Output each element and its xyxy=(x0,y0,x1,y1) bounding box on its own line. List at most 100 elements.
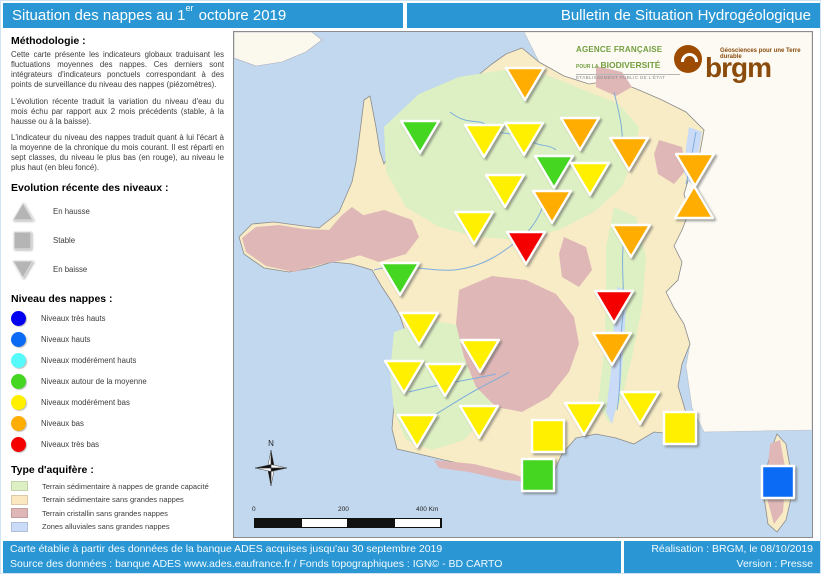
level-color-dot xyxy=(11,374,26,390)
afb-logo-line2: POUR LA BIODIVERSITÉ xyxy=(576,59,661,70)
map-marker-baisse xyxy=(459,338,501,374)
map-marker-stable xyxy=(662,410,698,446)
aquifer-color-swatch xyxy=(11,521,28,532)
england-landmass xyxy=(234,32,323,67)
map-marker-baisse xyxy=(591,331,633,367)
brgm-logo: Géosciences pour une Terre durable brgm xyxy=(672,42,814,96)
map-marker-baisse xyxy=(674,152,716,188)
methodology-paragraph: L'évolution récente traduit la variation… xyxy=(11,96,224,126)
map-marker-baisse xyxy=(484,173,526,209)
methodology-paragraphs: Cette carte présente les indicateurs glo… xyxy=(11,50,224,173)
map-marker-baisse xyxy=(503,121,545,157)
map-marker-baisse xyxy=(610,223,652,259)
brgm-tagline: Géosciences pour une Terre durable xyxy=(720,48,801,60)
map-marker-baisse xyxy=(569,161,611,197)
france-map: N xyxy=(234,32,812,537)
triangle-down-icon xyxy=(11,258,37,281)
scalebar-label-0: 0 xyxy=(252,506,256,513)
evolution-legend-item: En baisse xyxy=(11,255,224,284)
map-marker-baisse xyxy=(398,311,440,347)
map-marker-baisse xyxy=(559,116,601,152)
aquifer-legend-item: Terrain cristallin sans grandes nappes xyxy=(11,506,224,520)
afb-logo: AGENCE FRANÇAISE POUR LA BIODIVERSITÉ ÉTA… xyxy=(576,45,680,81)
map-marker-baisse xyxy=(463,123,505,159)
legend-sidebar: Méthodologie : Cette carte présente les … xyxy=(1,31,233,539)
map-marker-stable xyxy=(530,418,566,454)
aquifer-legend: Terrain sédimentaire à nappes de grande … xyxy=(11,479,224,533)
methodology-paragraph: L'indicateur du niveau des nappes tradui… xyxy=(11,132,224,173)
compass-label: N xyxy=(268,439,274,448)
map-marker-baisse xyxy=(399,119,441,155)
level-legend-item: Niveaux hauts xyxy=(11,329,224,350)
level-legend-item: Niveaux modérément bas xyxy=(11,392,224,413)
aquifer-color-swatch xyxy=(11,481,28,492)
levels-legend: Niveaux très hauts Niveaux hauts Niveaux m… xyxy=(11,308,224,455)
triangle-up-icon xyxy=(11,200,37,223)
aquifer-pink-patches xyxy=(242,66,786,524)
aquifer-legend-item: Terrain sédimentaire sans grandes nappes xyxy=(11,493,224,507)
map-marker-baisse xyxy=(453,210,495,246)
aquifer-color-swatch xyxy=(11,508,28,519)
level-legend-item: Niveaux très bas xyxy=(11,434,224,455)
map-marker-baisse xyxy=(383,359,425,395)
levels-heading: Niveau des nappes : xyxy=(11,293,113,306)
page-title: Situation des nappes au 1er octobre 2019 xyxy=(3,3,403,28)
afb-logo-line1: AGENCE FRANÇAISE xyxy=(576,45,663,54)
map-marker-hausse xyxy=(673,184,715,220)
map-marker-baisse xyxy=(619,390,661,426)
scale-bar xyxy=(254,518,442,528)
level-legend-item: Niveaux modérément hauts xyxy=(11,350,224,371)
page-title-text: Situation des nappes au 1er octobre 2019 xyxy=(12,3,287,25)
square-icon xyxy=(11,229,37,252)
afb-logo-divider xyxy=(576,74,680,76)
aquifer-legend-item: Terrain sédimentaire à nappes de grande … xyxy=(11,479,224,493)
map-panel: N AGENCE FRANÇAISE POUR LA BIODIVERSITÉ É… xyxy=(233,31,813,538)
brgm-logo-icon xyxy=(674,45,702,73)
evolution-legend-item: En hausse xyxy=(11,197,224,226)
level-legend-item: Niveaux autour de la moyenne xyxy=(11,371,224,392)
map-marker-stable xyxy=(760,464,796,500)
map-marker-baisse xyxy=(424,362,466,398)
map-marker-baisse xyxy=(593,289,635,325)
map-marker-baisse xyxy=(458,404,500,440)
footer-version: Version : Presse xyxy=(736,558,813,570)
scalebar-label-400: 400 Km xyxy=(416,506,439,513)
level-color-dot xyxy=(11,395,26,411)
aquifer-legend-item: Zones alluviales sans grandes nappes xyxy=(11,520,224,534)
compass xyxy=(254,449,288,487)
level-legend-item: Niveaux très hauts xyxy=(11,308,224,329)
level-color-dot xyxy=(11,311,26,327)
groundwater-markers xyxy=(379,66,796,500)
map-marker-baisse xyxy=(505,230,547,266)
level-color-dot xyxy=(11,416,26,432)
methodology-paragraph: Cette carte présente les indicateurs glo… xyxy=(11,50,224,90)
footer-credits: Réalisation : BRGM, le 08/10/2019 Versio… xyxy=(624,541,820,573)
evolution-legend-item: Stable xyxy=(11,226,224,255)
brgm-name: brgm xyxy=(705,52,772,83)
level-legend-item: Niveaux bas xyxy=(11,413,224,434)
level-color-dot xyxy=(11,332,26,348)
footer-source-line2: Source des données : banque ADES www.ade… xyxy=(10,558,503,570)
footer-realisation: Réalisation : BRGM, le 08/10/2019 xyxy=(651,543,813,555)
aquifer-color-swatch xyxy=(11,494,28,505)
map-marker-baisse xyxy=(531,189,573,225)
map-marker-baisse xyxy=(608,136,650,172)
map-marker-baisse xyxy=(396,413,438,449)
scalebar-label-200: 200 xyxy=(338,506,349,513)
footer-source: Carte établie à partir des données de la… xyxy=(3,541,621,573)
level-color-dot xyxy=(11,353,26,369)
map-marker-baisse xyxy=(533,154,575,190)
map-marker-stable xyxy=(520,457,556,493)
level-color-dot xyxy=(11,437,26,453)
map-marker-baisse xyxy=(563,401,605,437)
footer-source-line1: Carte établie à partir des données de la… xyxy=(10,543,443,555)
evolution-heading: Evolution récente des niveaux : xyxy=(11,182,169,195)
map-marker-baisse xyxy=(504,66,546,102)
afb-logo-line3: ÉTABLISSEMENT PUBLIC DE L'ÉTAT xyxy=(576,75,666,81)
aquifer-heading: Type d'aquifère : xyxy=(11,464,94,477)
methodology-heading: Méthodologie : xyxy=(11,35,86,47)
evolution-legend: En hausse Stable En baisse xyxy=(11,197,224,284)
bulletin-title: Bulletin de Situation Hydrogéologique xyxy=(407,3,820,28)
map-marker-baisse xyxy=(379,261,421,297)
